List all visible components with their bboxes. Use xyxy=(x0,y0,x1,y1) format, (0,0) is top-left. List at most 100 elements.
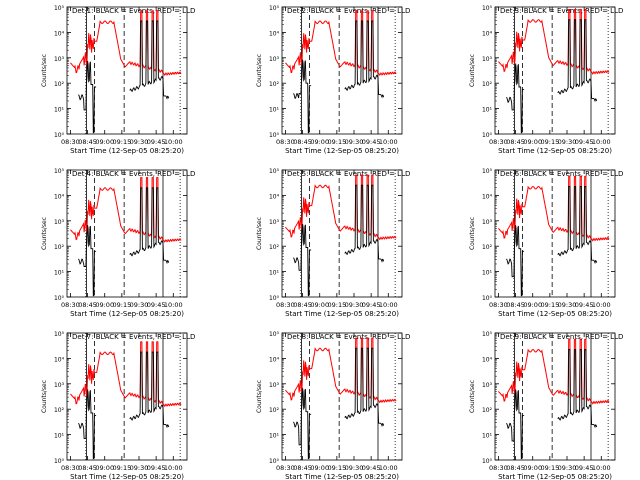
panel-5-ytick-label: 10⁴ xyxy=(269,193,280,200)
panel-2-xtick-label: 10:00 xyxy=(379,138,398,146)
panel-9-series-lld xyxy=(498,338,610,405)
panel-8-xtick-label: 10:00 xyxy=(379,464,398,472)
panel-9-xlabel: Start Time (12-Sep-05 08:25:20) xyxy=(498,473,612,480)
panel-3-xtick-label: 08:30 xyxy=(489,138,508,146)
panel-8-ylabel: Counts/sec xyxy=(256,380,263,413)
panel-6-series-lld xyxy=(498,175,610,242)
panel-9-ylabel: Counts/sec xyxy=(469,380,476,413)
panel-2-xtick-label: 09:00 xyxy=(310,138,329,146)
panel-8-ytick-label: 10² xyxy=(269,407,280,414)
panel-2-ytick-label: 10³ xyxy=(269,56,280,63)
panel-1-series-lld xyxy=(70,10,182,76)
panel-1-xlabel: Start Time (12-Sep-05 08:25:20) xyxy=(70,147,184,155)
panel-6-ytick-label: 10¹ xyxy=(482,270,493,277)
panel-3-xtick-label: 10:00 xyxy=(592,138,611,146)
panel-1-ylabel: Counts/sec xyxy=(41,54,48,87)
panel-4-ytick-label: 10⁰ xyxy=(54,295,65,302)
panel-1-xtick-label: 09:45 xyxy=(147,138,166,146)
panel-4-xtick-label: 09:45 xyxy=(147,301,166,309)
panel-3-title: Det 3: BLACK = Events, RED = LLD xyxy=(500,7,623,15)
panel-4-frame xyxy=(66,169,188,298)
panel-8-xlabel: Start Time (12-Sep-05 08:25:20) xyxy=(285,473,399,480)
panel-6-ytick-label: 10⁰ xyxy=(482,295,493,302)
panel-9-ytick-label: 10⁵ xyxy=(482,331,493,338)
panel-6-ytick-label: 10³ xyxy=(482,219,493,226)
panel-6-xtick-label: 08:30 xyxy=(489,301,508,309)
panel-6-ytick-label: 10⁴ xyxy=(482,193,493,200)
panel-9-ytick-label: 10¹ xyxy=(482,433,493,440)
panel-8-xtick-label: 09:30 xyxy=(345,464,364,472)
panel-7-ytick-label: 10⁰ xyxy=(54,458,65,465)
panel-7-xtick-label: 08:45 xyxy=(78,464,97,472)
panel-2-ylabel: Counts/sec xyxy=(256,54,263,87)
panel-2-ytick-label: 10² xyxy=(269,81,280,88)
panel-5-ytick-label: 10⁵ xyxy=(269,168,280,175)
panel-1-xtick-label: 09:30 xyxy=(130,138,149,146)
panel-6-xtick-label: 08:45 xyxy=(506,301,525,309)
panel-6-xtick-label: 09:45 xyxy=(575,301,594,309)
panel-1-ytick-label: 10¹ xyxy=(54,107,65,114)
panel-1-title: Det 1: BLACK = Events, RED = LLD xyxy=(72,7,195,15)
panel-3-xtick-label: 08:45 xyxy=(506,138,525,146)
panel-6-xtick-label: 09:00 xyxy=(523,301,542,309)
panel-8-xtick-label: 08:45 xyxy=(293,464,312,472)
panel-4-xtick-label: 09:30 xyxy=(130,301,149,309)
panel-8-frame xyxy=(281,332,403,461)
panel-1-ytick-label: 10³ xyxy=(54,56,65,63)
panel-2-xtick-label: 09:45 xyxy=(362,138,381,146)
panel-9-frame xyxy=(494,332,616,461)
panel-7-ytick-label: 10³ xyxy=(54,382,65,389)
panel-7-ytick-label: 10² xyxy=(54,407,65,414)
panel-4-ytick-label: 10² xyxy=(54,244,65,251)
panel-9-xtick-label: 08:45 xyxy=(506,464,525,472)
panel-4-xlabel: Start Time (12-Sep-05 08:25:20) xyxy=(70,310,184,318)
panel-6-series-events xyxy=(506,186,598,297)
panel-5-xtick-label: 08:30 xyxy=(276,301,295,309)
panel-2-title: Det 2: BLACK = Events, RED = LLD xyxy=(287,7,410,15)
panel-7-xtick-label: 09:45 xyxy=(147,464,166,472)
panel-3-ytick-label: 10⁰ xyxy=(482,132,493,139)
panel-8-ytick-label: 10⁴ xyxy=(269,356,280,363)
panel-3-series-events xyxy=(506,19,598,134)
panel-9-xtick-label: 10:00 xyxy=(592,464,611,472)
panel-8-ytick-label: 10³ xyxy=(269,382,280,389)
panel-5-xtick-label: 08:45 xyxy=(293,301,312,309)
panel-8-xtick-label: 08:30 xyxy=(276,464,295,472)
panel-9-ytick-label: 10⁴ xyxy=(482,356,493,363)
panel-2-ytick-label: 10⁴ xyxy=(269,30,280,37)
panel-8-series-events xyxy=(293,347,385,460)
panel-5-ylabel: Counts/sec xyxy=(256,217,263,250)
panel-5-ytick-label: 10³ xyxy=(269,219,280,226)
panel-5-xtick-label: 09:45 xyxy=(362,301,381,309)
panel-3-xtick-label: 09:00 xyxy=(523,138,542,146)
panel-7-xtick-label: 09:15 xyxy=(112,464,131,472)
panel-7-ytick-label: 10¹ xyxy=(54,433,65,440)
panel-5-xtick-label: 09:00 xyxy=(310,301,329,309)
panel-3-xlabel: Start Time (12-Sep-05 08:25:20) xyxy=(498,147,612,155)
panel-9-xtick-label: 08:30 xyxy=(489,464,508,472)
panel-7-xtick-label: 09:00 xyxy=(95,464,114,472)
panel-6-xlabel: Start Time (12-Sep-05 08:25:20) xyxy=(498,310,612,318)
panel-1-xtick-label: 08:30 xyxy=(61,138,80,146)
panel-5-xlabel: Start Time (12-Sep-05 08:25:20) xyxy=(285,310,399,318)
panel-7-ytick-label: 10⁵ xyxy=(54,331,65,338)
panel-1-ytick-label: 10⁵ xyxy=(54,5,65,12)
panel-6-ytick-label: 10⁵ xyxy=(482,168,493,175)
panel-2-frame xyxy=(281,6,403,135)
panel-4-xtick-label: 10:00 xyxy=(164,301,183,309)
panel-8-ytick-label: 10⁵ xyxy=(269,331,280,338)
panel-1-xtick-label: 08:45 xyxy=(78,138,97,146)
panel-3-ylabel: Counts/sec xyxy=(469,54,476,87)
panel-6-xtick-label: 09:30 xyxy=(558,301,577,309)
panel-1-series-events xyxy=(78,20,170,134)
panel-8-xtick-label: 09:15 xyxy=(327,464,346,472)
panel-1-xtick-label: 10:00 xyxy=(164,138,183,146)
panel-3-ytick-label: 10⁴ xyxy=(482,30,493,37)
panel-4-xtick-label: 08:30 xyxy=(61,301,80,309)
panel-6-title: Det 6: BLACK = Events, RED = LLD xyxy=(500,170,623,178)
panel-4-ylabel: Counts/sec xyxy=(41,217,48,250)
panel-4-ytick-label: 10¹ xyxy=(54,270,65,277)
panel-5-series-lld xyxy=(285,174,397,241)
panel-1-frame xyxy=(66,6,188,135)
panel-1-ytick-label: 10⁴ xyxy=(54,30,65,37)
